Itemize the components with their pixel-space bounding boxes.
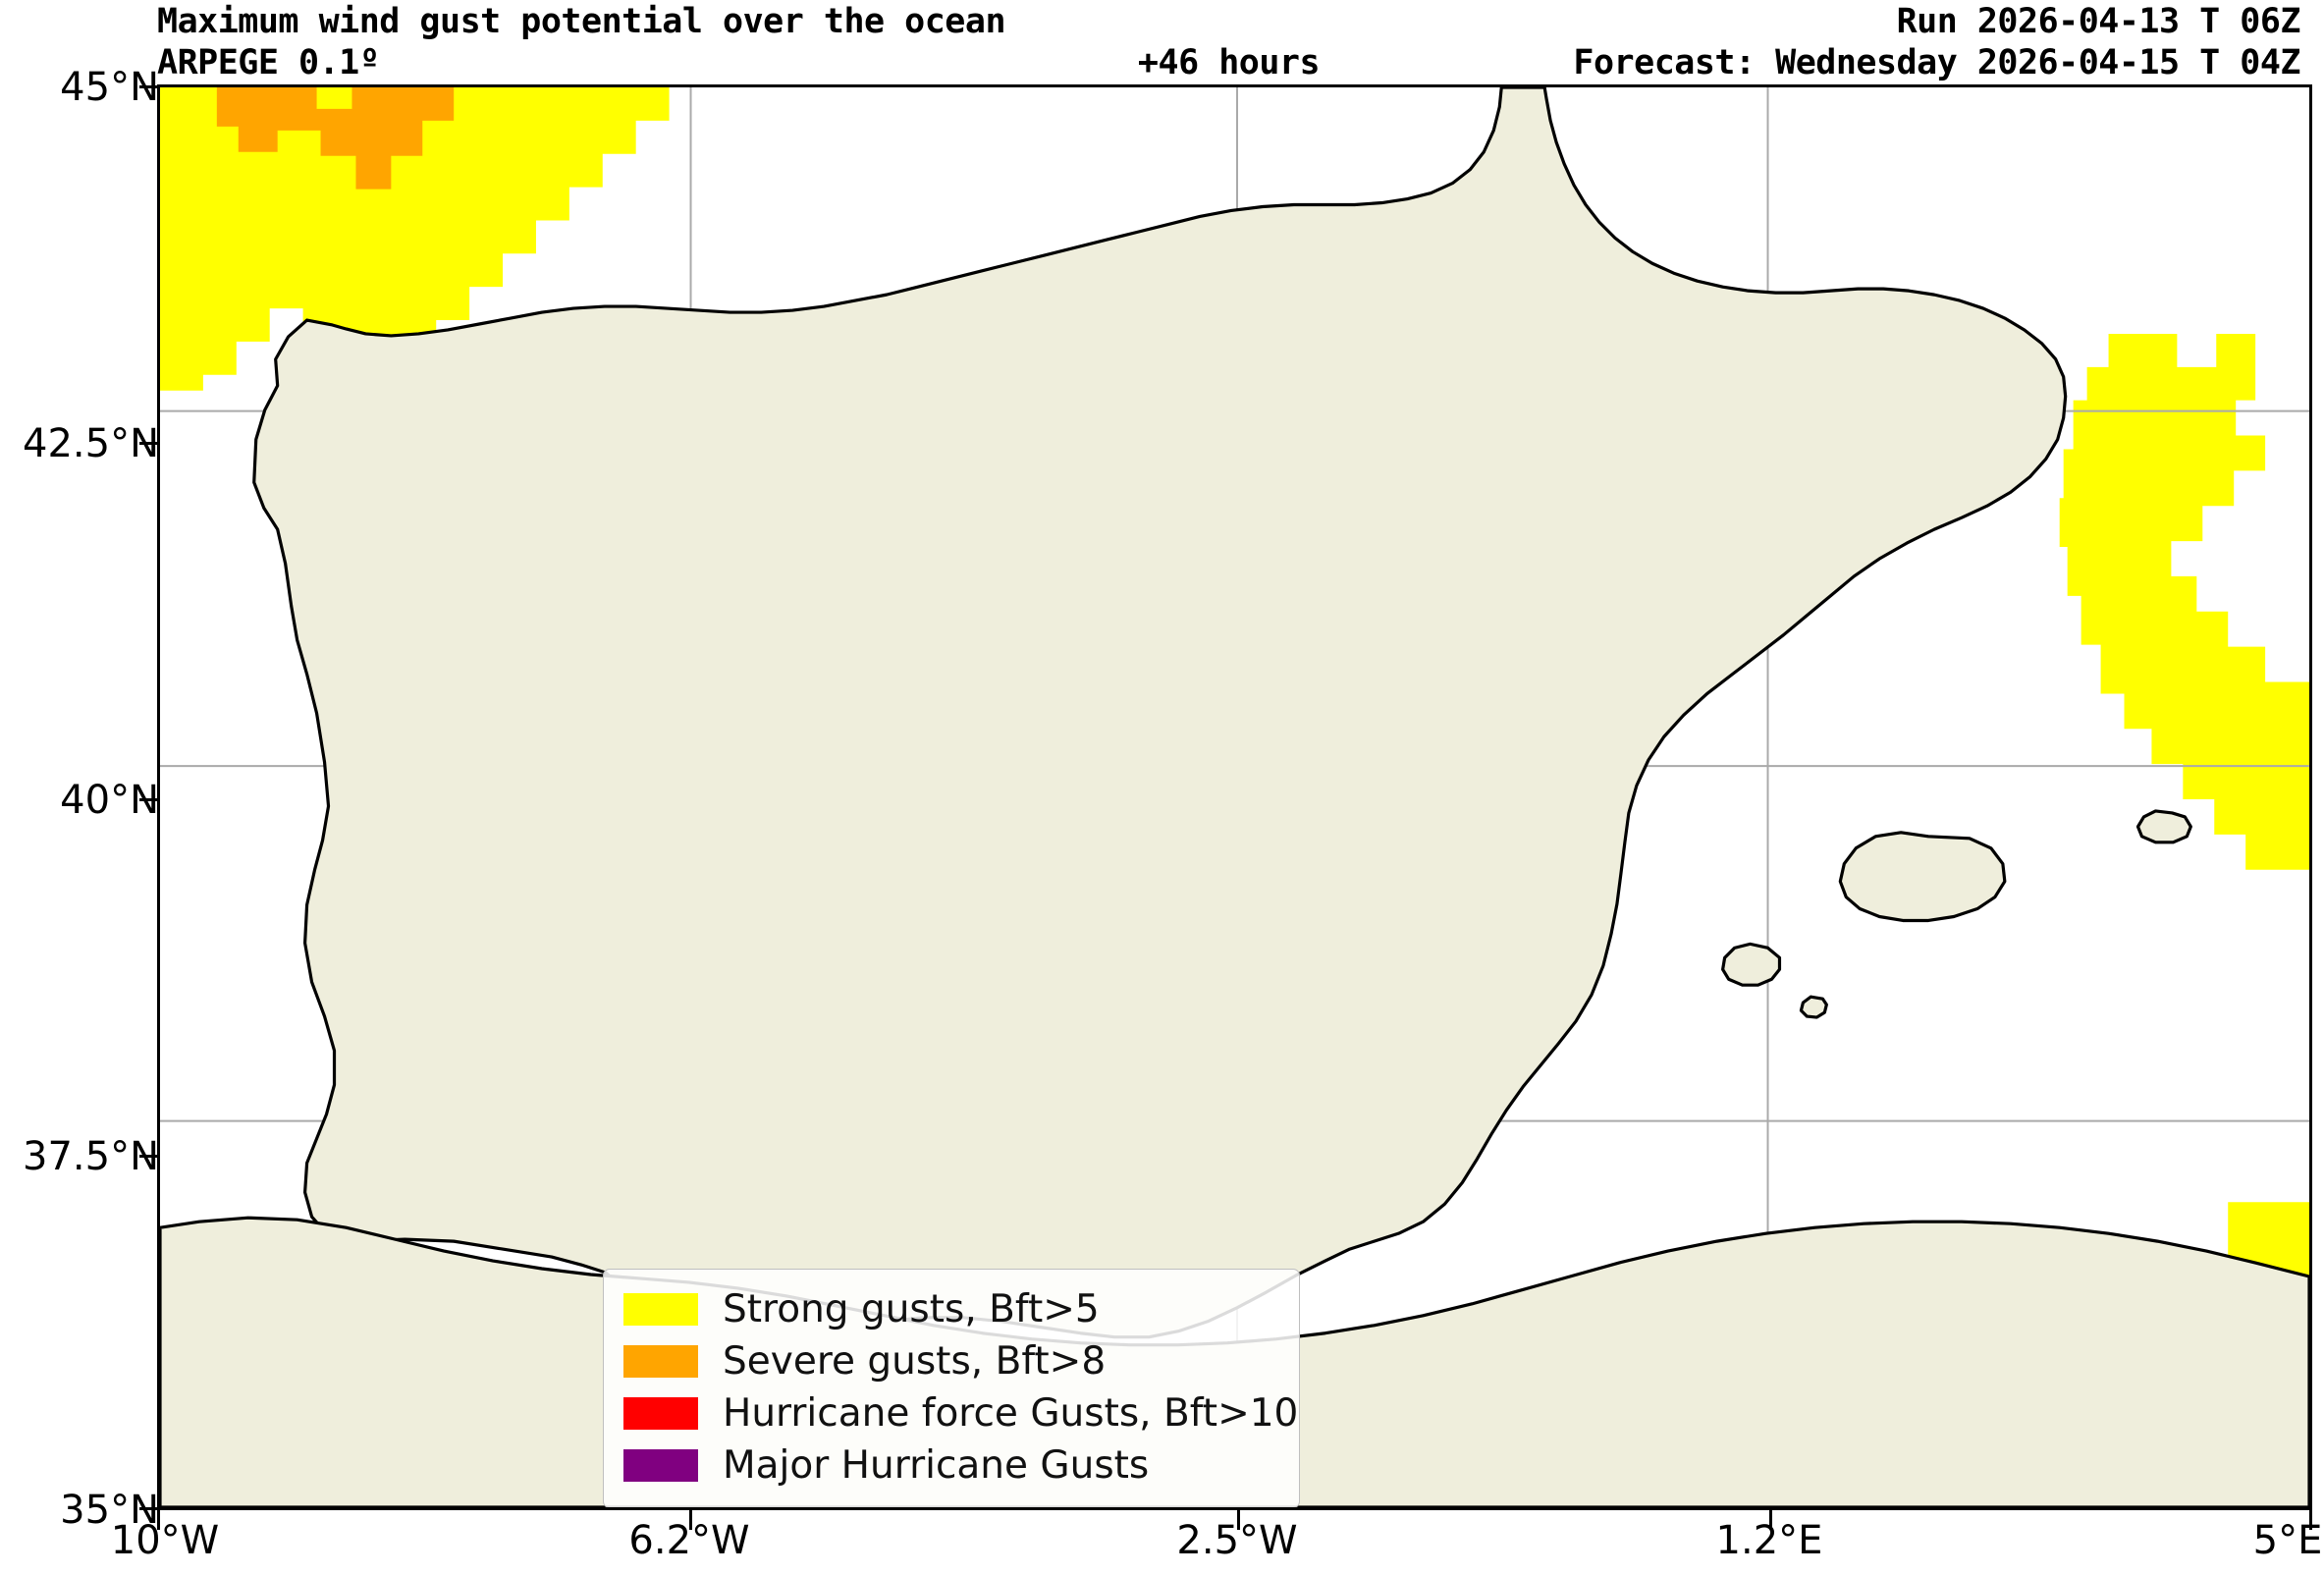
y-tick-42-5n: 42.5°N bbox=[23, 421, 159, 466]
map-header: Maximum wind gust potential over the oce… bbox=[0, 0, 2324, 84]
landmass-ibiza bbox=[1721, 942, 1782, 987]
y-tickmark-35n bbox=[139, 1507, 159, 1510]
landmass-mallorca bbox=[1838, 831, 2007, 923]
y-tickmark-37-5n bbox=[139, 1155, 159, 1158]
x-tickmark-1-2e bbox=[1769, 1510, 1772, 1530]
x-tickmark-6-2w bbox=[689, 1510, 692, 1530]
landmass-iberia bbox=[252, 87, 2068, 1339]
x-tickmark-10w bbox=[157, 1510, 160, 1530]
run-label: Run 2026-04-13 T 06Z bbox=[1896, 2, 2301, 41]
legend-label-major-hurricane: Major Hurricane Gusts bbox=[723, 1443, 1150, 1488]
lead-time-label: +46 hours bbox=[1137, 43, 1321, 82]
gust-region-strong-mediterranean bbox=[2059, 333, 2309, 870]
landmass-formentera bbox=[1799, 995, 1828, 1019]
gust-region-strong-atlantic bbox=[160, 87, 670, 391]
legend-item-major-hurricane[interactable]: Major Hurricane Gusts bbox=[623, 1439, 1277, 1492]
landmass-menorca bbox=[2135, 809, 2192, 844]
legend-swatch-hurricane bbox=[623, 1397, 698, 1430]
legend-item-hurricane[interactable]: Hurricane force Gusts, Bft>10 bbox=[623, 1387, 1298, 1439]
model-label: ARPEGE 0.1º bbox=[157, 43, 380, 82]
header-row-top: Maximum wind gust potential over the oce… bbox=[157, 2, 2301, 41]
y-tick-35n: 35°N bbox=[60, 1488, 159, 1533]
y-tick-37-5n: 37.5°N bbox=[23, 1134, 159, 1179]
map-title: Maximum wind gust potential over the oce… bbox=[157, 2, 1006, 41]
gust-contour-layer bbox=[160, 87, 2309, 1320]
y-tickmark-45n bbox=[139, 85, 159, 88]
legend-swatch-major-hurricane bbox=[623, 1449, 698, 1482]
map-legend[interactable]: Strong gusts, Bft>5 Severe gusts, Bft>8 … bbox=[603, 1269, 1300, 1507]
legend-swatch-strong bbox=[623, 1293, 698, 1326]
legend-swatch-severe bbox=[623, 1345, 698, 1378]
header-row-bottom: ARPEGE 0.1º +46 hours Forecast: Wednesda… bbox=[157, 43, 2300, 82]
map-canvas[interactable]: Strong gusts, Bft>5 Severe gusts, Bft>8 … bbox=[157, 84, 2312, 1510]
legend-label-hurricane: Hurricane force Gusts, Bft>10 bbox=[723, 1391, 1299, 1436]
legend-label-strong: Strong gusts, Bft>5 bbox=[723, 1287, 1100, 1331]
gust-region-severe-atlantic bbox=[216, 87, 455, 190]
legend-item-strong[interactable]: Strong gusts, Bft>5 bbox=[623, 1283, 1277, 1335]
legend-label-severe: Severe gusts, Bft>8 bbox=[723, 1339, 1107, 1384]
x-tickmark-5e bbox=[2309, 1510, 2312, 1530]
forecast-label: Forecast: Wednesday 2026-04-15 T 04Z bbox=[1573, 43, 2300, 82]
y-tickmark-40n bbox=[139, 798, 159, 801]
y-tickmark-42-5n bbox=[139, 442, 159, 445]
x-tick-10w: 10°W bbox=[110, 1518, 220, 1563]
legend-item-severe[interactable]: Severe gusts, Bft>8 bbox=[623, 1335, 1277, 1387]
x-tickmark-2-5w bbox=[1237, 1510, 1240, 1530]
